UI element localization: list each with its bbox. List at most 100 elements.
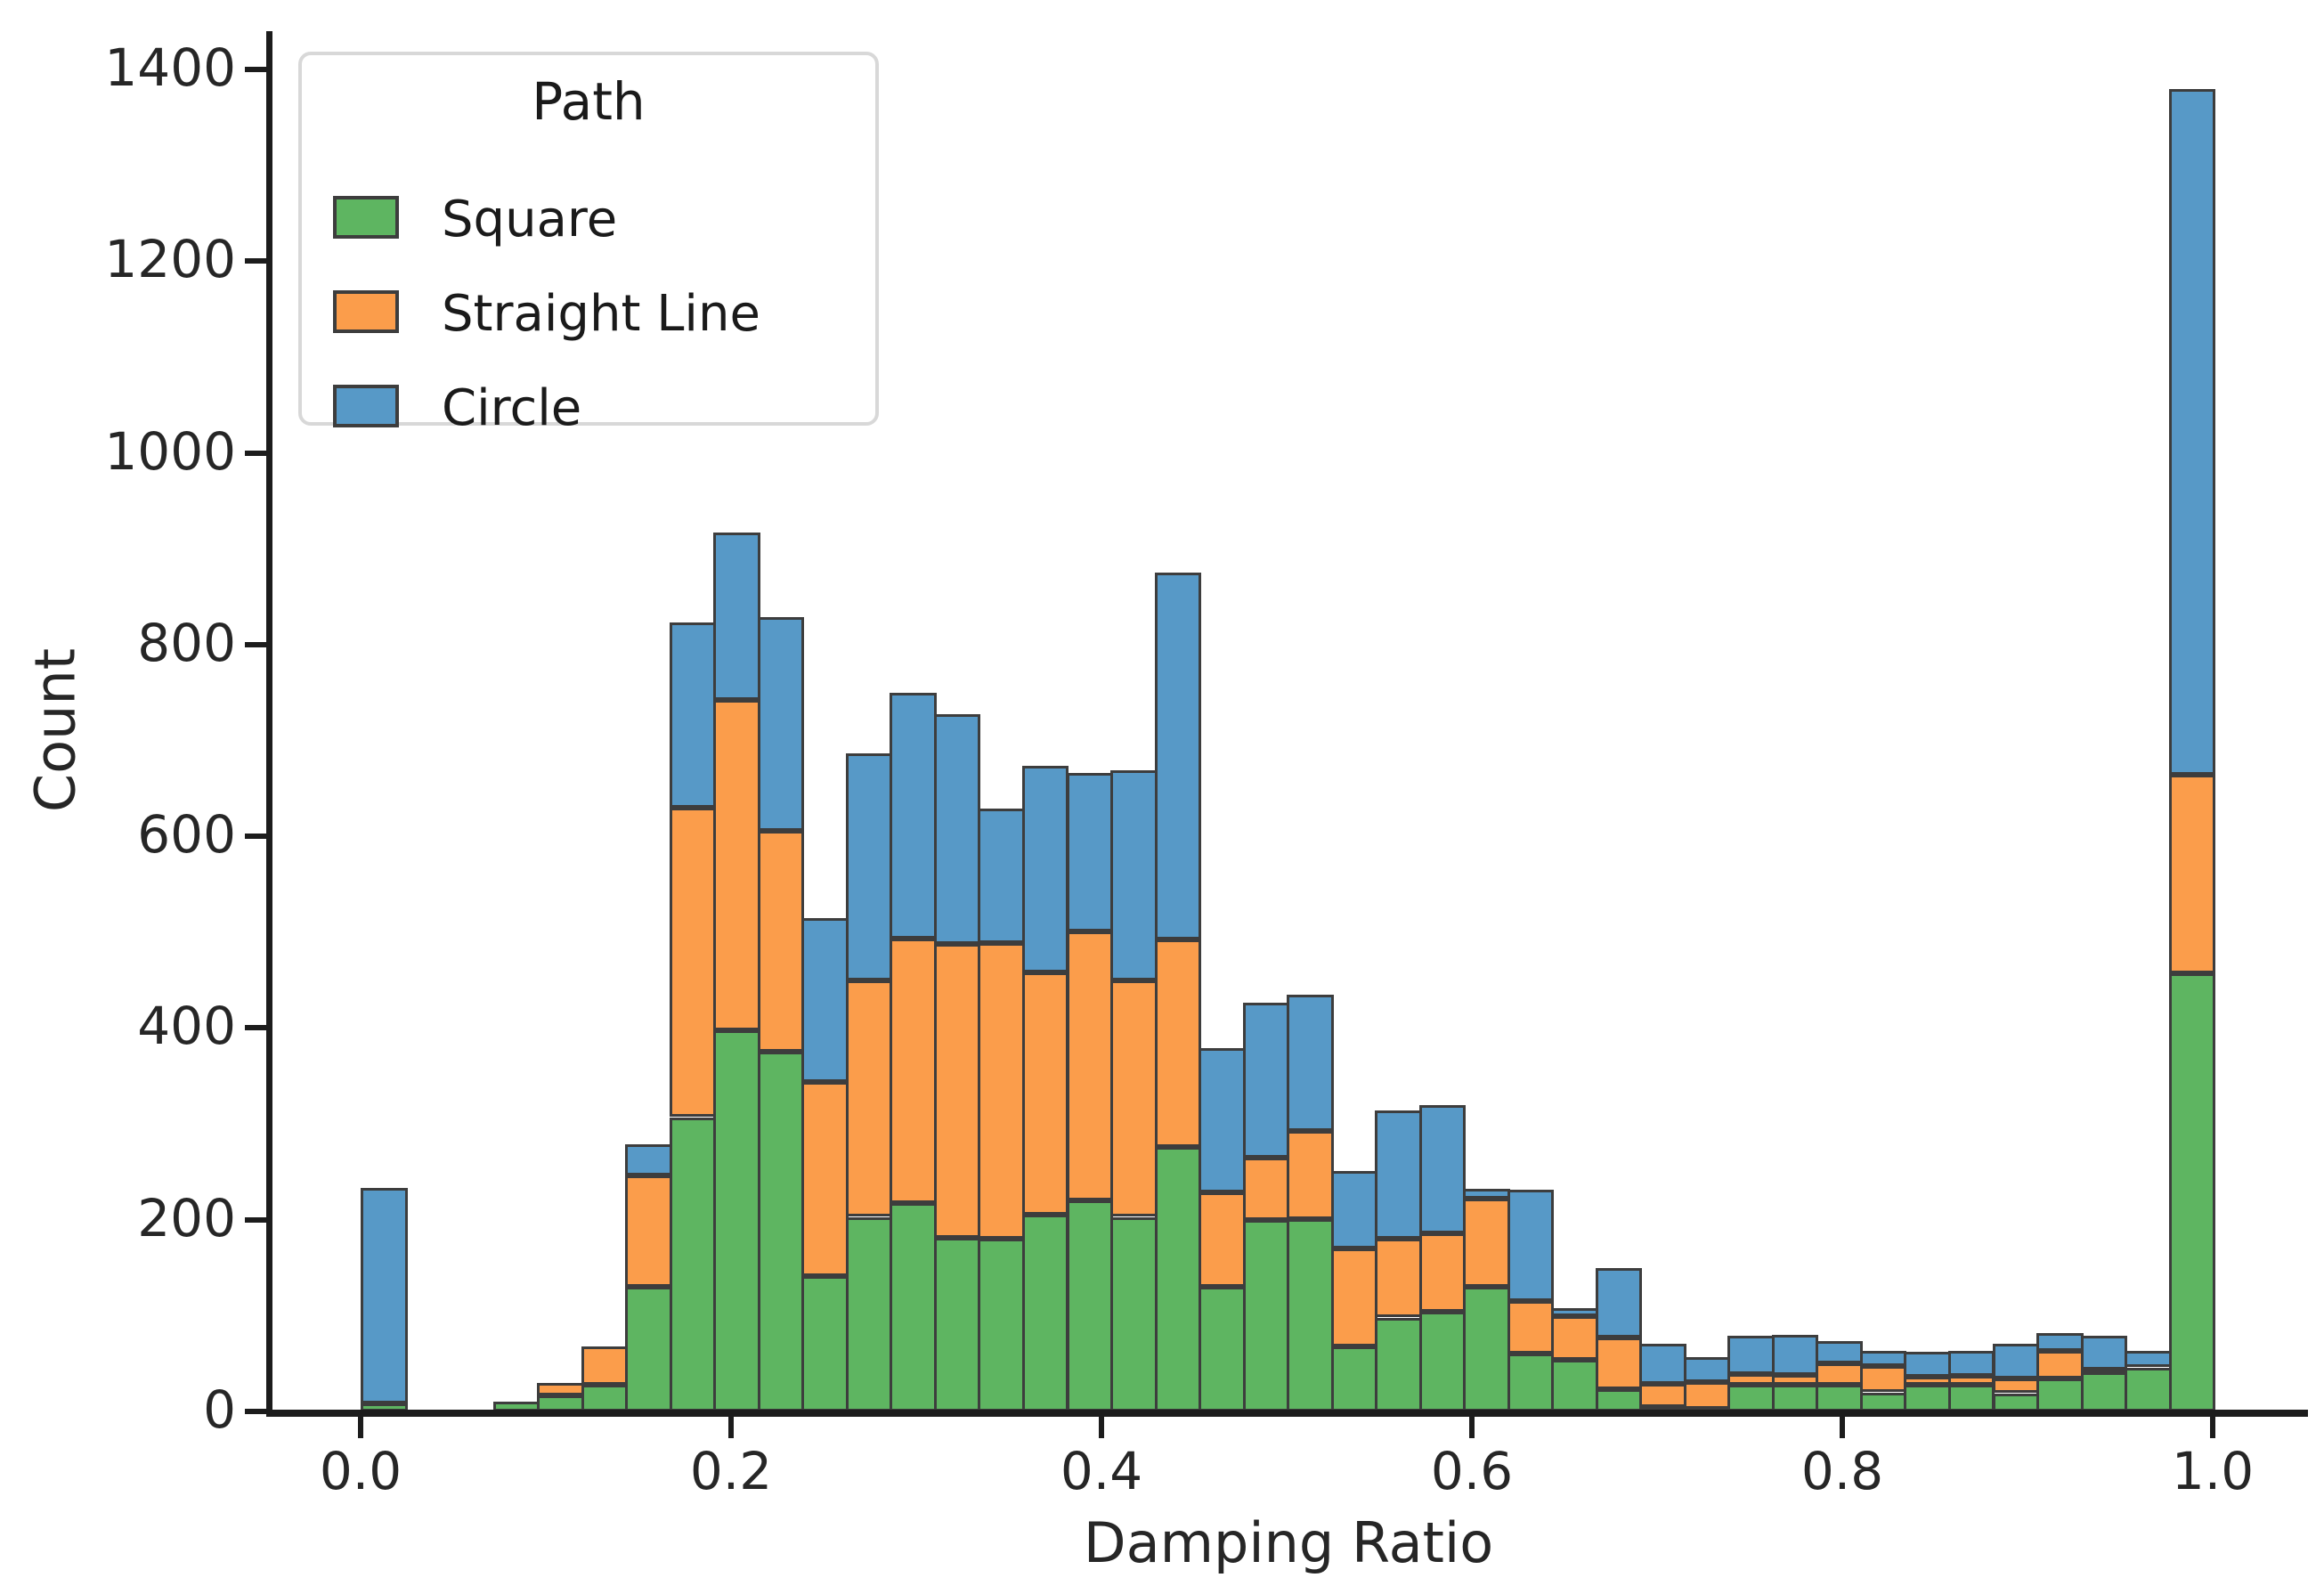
bar-segment-straight-line: [1021, 972, 1069, 1216]
bar-segment-straight-line: [1463, 1199, 1510, 1287]
bar-segment-square: [1199, 1287, 1246, 1411]
bar-segment-circle: [1463, 1189, 1510, 1200]
x-tick: [1469, 1417, 1475, 1438]
bar-segment-straight-line: [1727, 1374, 1775, 1385]
bar-segment-circle: [1154, 573, 1201, 940]
legend-swatch-straight-line: [333, 290, 399, 333]
bar-segment-straight-line: [669, 807, 717, 1118]
x-tick-label: 0.0: [319, 1441, 402, 1501]
bar-segment-square: [1287, 1218, 1334, 1411]
bar-segment-straight-line: [1947, 1376, 1995, 1385]
bar-segment-square: [1330, 1346, 1377, 1411]
bar-segment-circle: [1330, 1170, 1377, 1248]
bar-segment-square: [1992, 1393, 2039, 1411]
bar-segment-straight-line: [1507, 1301, 1555, 1354]
bar-segment-circle: [890, 692, 937, 939]
bar-segment-square: [1727, 1384, 1775, 1411]
y-tick-label: 1200: [104, 229, 236, 290]
bar-segment-circle: [625, 1143, 672, 1176]
bar-segment-circle: [1199, 1048, 1246, 1192]
legend-swatch-square: [333, 196, 399, 239]
bar-segment-square: [2125, 1367, 2172, 1411]
bar-segment-square: [625, 1287, 672, 1411]
bar-segment-circle: [1595, 1267, 1643, 1338]
bar-segment-straight-line: [1375, 1239, 1422, 1318]
bar-segment-straight-line: [1859, 1366, 1907, 1393]
bar-segment-circle: [1507, 1190, 1555, 1302]
bar-segment-straight-line: [757, 830, 805, 1053]
bar-segment-square: [2168, 973, 2215, 1411]
bar-segment-circle: [1727, 1336, 1775, 1375]
y-axis-spine: [266, 31, 272, 1416]
legend-swatch-circle: [333, 385, 399, 427]
bar-segment-circle: [1859, 1351, 1907, 1367]
bar-segment-circle: [2036, 1332, 2084, 1352]
bar-segment-straight-line: [1418, 1232, 1466, 1313]
bar-segment-square: [933, 1238, 981, 1411]
bar-segment-circle: [1110, 769, 1158, 980]
bar-segment-circle: [1639, 1343, 1686, 1384]
bar-segment-straight-line: [1551, 1316, 1598, 1360]
bar-segment-circle: [1771, 1334, 1819, 1376]
bar-segment-circle: [1992, 1343, 2039, 1379]
legend: Path Square Straight Line Circle: [298, 52, 879, 437]
y-tick-label: 1000: [104, 420, 236, 482]
bar-segment-circle: [801, 917, 849, 1082]
bar-segment-straight-line: [1330, 1248, 1377, 1346]
bar-segment-square: [1110, 1216, 1158, 1411]
x-axis-spine: [266, 1410, 2308, 1417]
bar-segment-straight-line: [1904, 1377, 1951, 1385]
bar-segment-square: [1904, 1384, 1951, 1411]
bar-segment-straight-line: [537, 1382, 584, 1395]
bar-segment-square: [581, 1384, 629, 1411]
bar-segment-square: [1066, 1200, 1113, 1411]
bar-segment-circle: [845, 752, 893, 980]
bar-segment-square: [1242, 1219, 1289, 1411]
bar-segment-circle: [1418, 1104, 1466, 1233]
y-tick-label: 200: [137, 1187, 236, 1248]
x-tick: [358, 1417, 363, 1438]
bar-segment-straight-line: [581, 1346, 629, 1385]
bar-segment-circle: [1947, 1351, 1995, 1377]
bar-segment-square: [1507, 1354, 1555, 1411]
bar-segment-square: [2080, 1370, 2127, 1411]
bar-segment-straight-line: [2036, 1351, 2084, 1379]
y-tick: [245, 1216, 266, 1223]
bar-segment-straight-line: [1683, 1381, 1731, 1409]
bar-segment-straight-line: [1066, 931, 1113, 1201]
y-tick: [245, 1025, 266, 1031]
y-tick-label: 600: [137, 804, 236, 866]
y-tick-label: 400: [137, 996, 236, 1057]
bar-segment-straight-line: [933, 943, 981, 1239]
bar-segment-circle: [1683, 1356, 1731, 1382]
bar-segment-circle: [978, 808, 1025, 943]
y-tick: [245, 450, 266, 456]
bar-segment-straight-line: [1154, 939, 1201, 1147]
x-tick-label: 0.6: [1430, 1441, 1514, 1501]
x-tick-label: 0.4: [1060, 1441, 1143, 1501]
bar-segment-circle: [2125, 1351, 2172, 1368]
bar-segment-circle: [1551, 1307, 1598, 1317]
bar-segment-circle: [1904, 1352, 1951, 1378]
x-axis-label: Damping Ratio: [1083, 1510, 1494, 1575]
bar-segment-square: [1375, 1317, 1422, 1411]
bar-segment-square: [801, 1276, 849, 1411]
legend-label-circle: Circle: [442, 379, 582, 437]
bar-segment-square: [1418, 1312, 1466, 1411]
x-tick-label: 0.2: [689, 1441, 773, 1501]
bar-segment-square: [845, 1216, 893, 1411]
y-tick-label: 800: [137, 612, 236, 673]
bar-segment-circle: [1287, 994, 1334, 1131]
y-tick: [245, 1409, 266, 1414]
bar-segment-straight-line: [625, 1175, 672, 1288]
bar-segment-straight-line: [1992, 1378, 2039, 1394]
bar-segment-square: [1021, 1215, 1069, 1411]
bar-segment-straight-line: [978, 942, 1025, 1240]
bar-segment-circle: [757, 616, 805, 831]
bar-segment-straight-line: [1639, 1383, 1686, 1407]
bar-segment-square: [890, 1203, 937, 1411]
bar-segment-circle: [2080, 1336, 2127, 1370]
bar-segment-straight-line: [890, 939, 937, 1204]
y-tick: [245, 834, 266, 840]
